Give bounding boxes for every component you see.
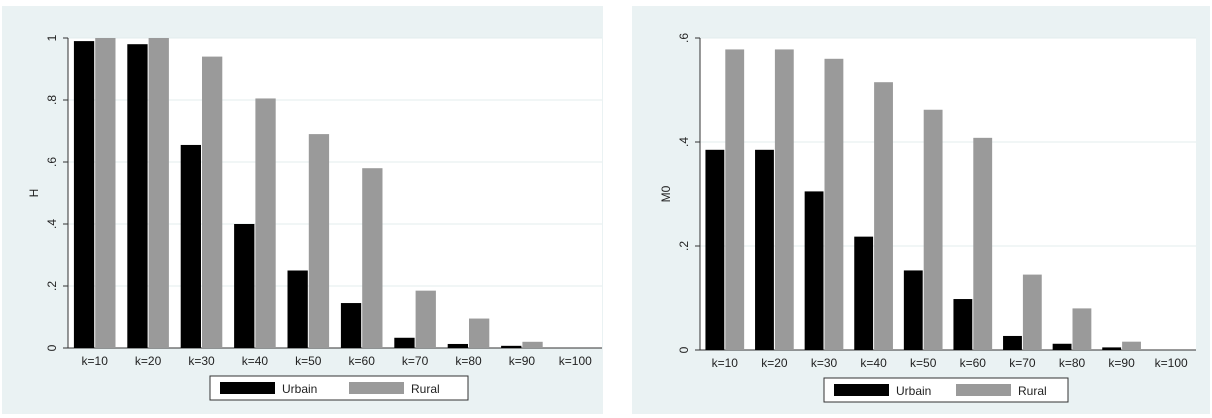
h-bar-rural [415, 290, 436, 348]
m0-bar-urbain [804, 191, 824, 350]
h-bar-rural [308, 134, 330, 348]
right-chart-panel: 0 .2 .4 .6 M0 k=10 k=20 k=30 k=40 k=50 k=60 k=70 k=8… [632, 6, 1210, 414]
m0-bar-rural [824, 58, 844, 351]
h-bar-rural [469, 318, 490, 348]
m0-bar-urbain [1102, 347, 1122, 350]
m0-x-tick-label: k=60 [960, 356, 987, 370]
h-bar-rural [255, 98, 276, 348]
h-bar-urbain [287, 270, 308, 348]
m0-bar-rural [874, 82, 893, 350]
m0-y-tick-label: .4 [677, 137, 691, 147]
h-bar-urbain [73, 41, 95, 348]
h-y-tick-label: 1 [45, 34, 59, 41]
h-x-tick-label: k=40 [242, 354, 269, 368]
m0-bar-chart: 0 .2 .4 .6 M0 k=10 k=20 k=30 k=40 k=50 k=60 k=70 k=8… [659, 33, 1196, 403]
m0-bar-rural [774, 49, 794, 350]
h-bar-urbain [127, 44, 148, 348]
h-x-tick-label: k=80 [455, 354, 482, 368]
m0-legend: Urbain Rural [823, 377, 1069, 403]
m0-bar-urbain [755, 149, 774, 350]
h-y-tick-label: .4 [45, 219, 59, 229]
h-y-tick-label: .2 [45, 281, 59, 291]
m0-x-tick-label: k=50 [910, 356, 937, 370]
h-bar-urbain [234, 224, 255, 348]
h-y-tick-label: .8 [45, 95, 59, 105]
h-bar-urbain [447, 343, 468, 348]
m0-bar-rural [1122, 341, 1141, 350]
m0-y-axis-title: M0 [659, 185, 673, 202]
h-x-tick-label: k=30 [188, 354, 215, 368]
m0-x-tick-label: k=90 [1108, 356, 1135, 370]
m0-x-tick-label: k=100 [1155, 356, 1188, 370]
m0-y-tick-label: 0 [677, 346, 691, 353]
m0-plot-area [700, 38, 1196, 350]
h-bar-rural [95, 38, 116, 348]
m0-x-tick-label: k=40 [860, 356, 887, 370]
h-bar-urbain [340, 303, 362, 348]
m0-x-tick-label: k=30 [811, 356, 838, 370]
m0-bar-rural [923, 109, 943, 350]
h-bar-rural [362, 168, 383, 348]
h-bar-urbain [394, 337, 415, 348]
m0-legend-label-rural: Rural [1018, 384, 1047, 398]
h-x-tick-label: k=20 [135, 354, 162, 368]
h-bar-urbain [180, 144, 201, 348]
h-bar-rural [522, 341, 543, 348]
m0-legend-swatch-rural [956, 384, 1011, 396]
m0-bar-urbain [705, 149, 725, 350]
m0-legend-swatch-urbain [834, 384, 889, 396]
m0-x-tick-label: k=70 [1009, 356, 1036, 370]
m0-bar-rural [973, 137, 993, 350]
h-legend-label-urbain: Urbain [282, 382, 317, 396]
m0-x-tick-label: k=10 [712, 356, 739, 370]
h-bar-rural [148, 38, 169, 348]
m0-bar-rural [1022, 274, 1042, 350]
m0-bar-urbain [953, 299, 973, 350]
m0-bar-rural [725, 49, 745, 350]
m0-bar-rural [1072, 308, 1092, 350]
h-x-tick-label: k=90 [509, 354, 536, 368]
h-x-tick-label: k=100 [559, 354, 592, 368]
h-y-tick-label: .6 [45, 157, 59, 167]
m0-bar-urbain [903, 270, 923, 350]
h-bar-chart: 0 .2 .4 .6 .8 1 Hk=10 k=20 k=30 k=40 k=50 k=60 k=70 k… [27, 34, 602, 401]
h-legend: Urbain Rural [209, 375, 469, 401]
h-y-tick-label: 0 [45, 344, 59, 351]
h-y-axis-title: H [27, 189, 41, 198]
h-x-tick-label: k=10 [82, 354, 109, 368]
m0-legend-label-urbain: Urbain [896, 384, 931, 398]
m0-y-tick-label: .6 [677, 33, 691, 43]
h-x-tick-label: k=60 [349, 354, 376, 368]
m0-bar-urbain [1052, 343, 1072, 350]
h-bar-urbain [501, 345, 522, 348]
h-bar-rural [202, 56, 223, 348]
m0-x-tick-label: k=20 [761, 356, 788, 370]
h-legend-swatch-urbain [220, 382, 275, 394]
h-x-tick-label: k=70 [402, 354, 429, 368]
h-x-tick-label: k=50 [295, 354, 322, 368]
h-legend-swatch-rural [349, 382, 404, 394]
m0-y-tick-label: .2 [677, 241, 691, 251]
h-legend-label-rural: Rural [411, 382, 440, 396]
m0-bar-urbain [1003, 335, 1022, 350]
m0-x-tick-label: k=80 [1059, 356, 1086, 370]
m0-bar-urbain [854, 236, 874, 350]
h-plot-area [68, 38, 602, 348]
